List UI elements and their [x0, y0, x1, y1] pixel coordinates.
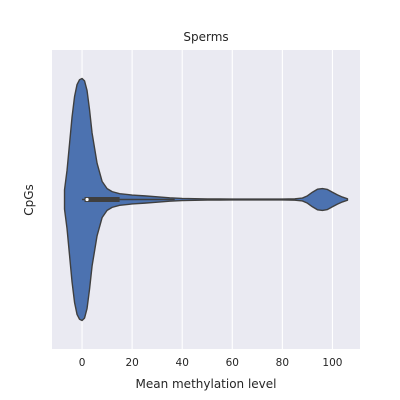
- violin-median-dot: [85, 198, 88, 201]
- x-axis-label: Mean methylation level: [135, 377, 276, 391]
- x-tick-label: 20: [125, 357, 138, 369]
- x-tick-label: 60: [226, 357, 239, 369]
- y-axis-label: CpGs: [22, 184, 36, 216]
- x-tick-label: 40: [176, 357, 189, 369]
- x-tick-labels: 0 20 40 60 80 100: [79, 357, 343, 369]
- x-tick-label: 0: [79, 357, 86, 369]
- x-tick-label: 80: [276, 357, 289, 369]
- chart-title: Sperms: [183, 30, 228, 44]
- x-tick-label: 100: [322, 357, 342, 369]
- violin-iqr-box: [85, 197, 120, 202]
